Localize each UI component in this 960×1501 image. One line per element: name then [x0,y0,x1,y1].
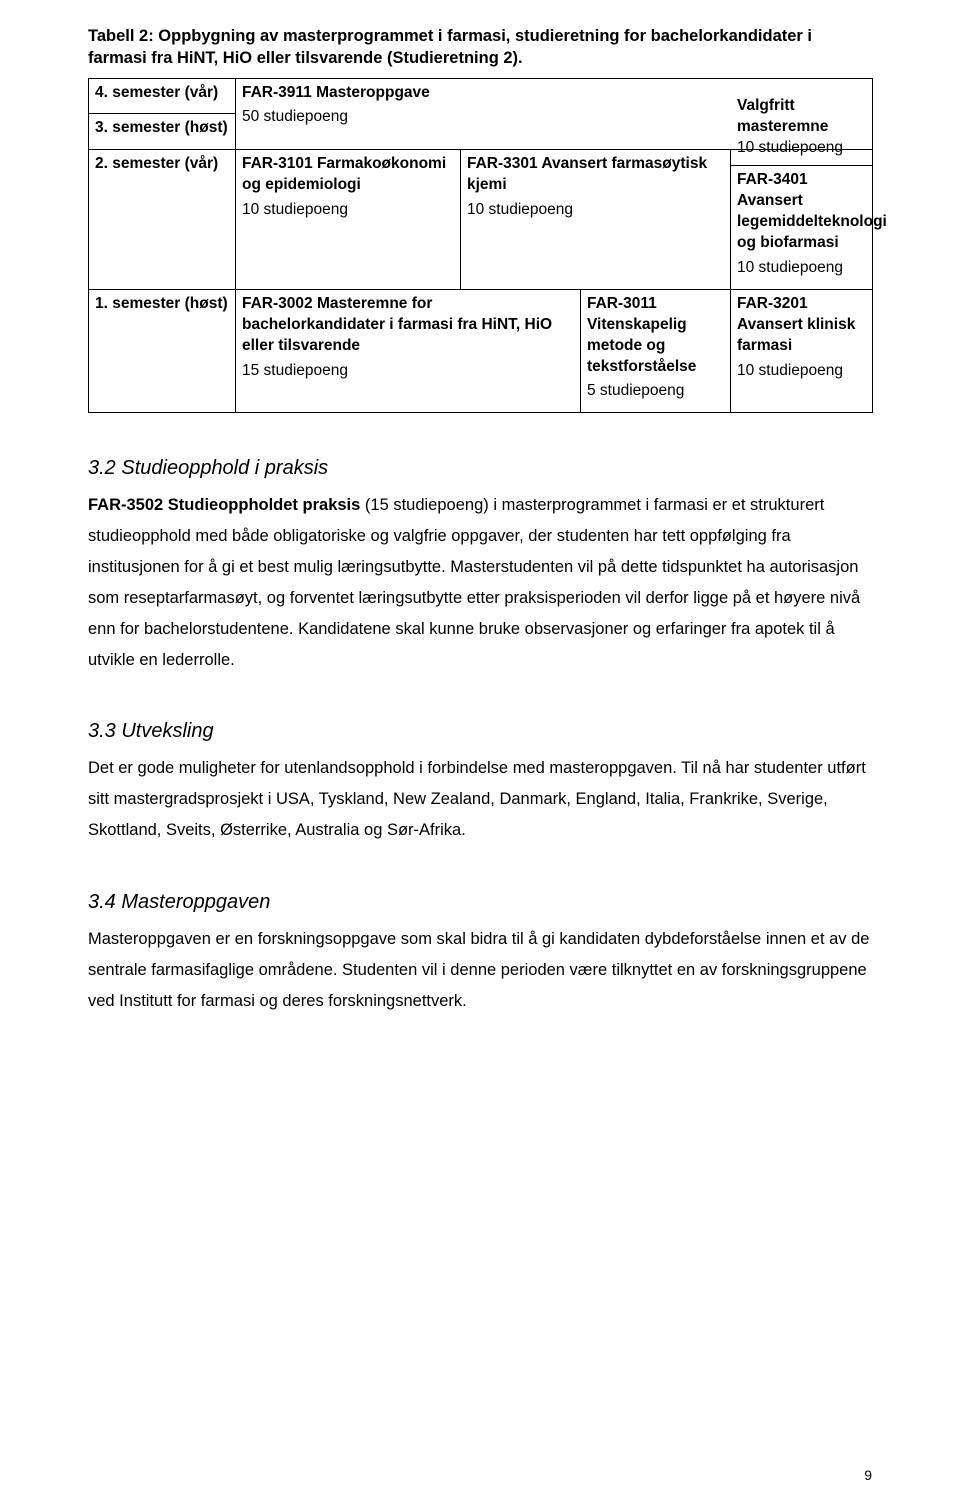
elective-credits: 10 studiepoeng [737,138,866,159]
heading-3-3: 3.3 Utveksling [88,720,872,743]
paragraph-3-3: Det er gode muligheter for utenlandsopph… [88,753,872,846]
course-credits: 10 studiepoeng [737,361,866,382]
table-row: 2. semester (vår) FAR-3101 Farmakoøkonom… [89,150,873,289]
sem-elective-col: Valgfritt masteremne 10 studiepoeng FAR-… [731,150,873,289]
course-title: FAR-3201 Avansert klinisk farmasi [737,294,866,357]
sem1-label: 1. semester (høst) [89,289,236,413]
course-credits: 5 studiepoeng [587,381,724,402]
course-title: FAR-3002 Masteremne for bachelorkandidat… [242,294,574,357]
course-credits: 10 studiepoeng [242,200,454,221]
heading-3-4: 3.4 Masteroppgaven [88,891,872,914]
page: Tabell 2: Oppbygning av masterprogrammet… [0,0,960,1501]
course-title: FAR-3401 Avansert legemiddelteknologi og… [737,170,866,254]
sem2-course2: FAR-3301 Avansert farmasøytisk kjemi 10 … [461,150,731,289]
sem1-course1: FAR-3002 Masteremne for bachelorkandidat… [236,289,581,413]
page-number: 9 [864,1467,872,1483]
course-title: FAR-3101 Farmakoøkonomi og epidemiologi [242,154,454,196]
sem2-course1: FAR-3101 Farmakoøkonomi og epidemiologi … [236,150,461,289]
label-text: 4. semester (vår) [95,84,218,101]
sem2-label: 2. semester (vår) [89,150,236,289]
program-table: 4. semester (vår) FAR-3911 Masteroppgave… [88,78,873,414]
sem4-label: 4. semester (vår) [89,78,236,114]
course-title: FAR-3011 Vitenskapelig metode og tekstfo… [587,294,724,378]
paragraph-3-2: FAR-3502 Studieoppholdet praksis (15 stu… [88,490,872,676]
table-caption: Tabell 2: Oppbygning av masterprogrammet… [88,25,872,70]
paragraph-3-4: Masteroppgaven er en forskningsoppgave s… [88,924,872,1017]
label-text: 2. semester (vår) [95,155,218,172]
course-title: FAR-3301 Avansert farmasøytisk kjemi [467,154,724,196]
table-row: 1. semester (høst) FAR-3002 Masteremne f… [89,289,873,413]
lead-bold: FAR-3502 Studieoppholdet praksis [88,496,360,514]
sem3-label: 3. semester (høst) [89,114,236,150]
lead-rest: (15 studiepoeng) i masterprogrammet i fa… [88,496,860,669]
heading-3-2: 3.2 Studieopphold i praksis [88,457,872,480]
course-credits: 10 studiepoeng [467,200,724,221]
course-credits: 15 studiepoeng [242,361,574,382]
label-text: 1. semester (høst) [95,295,228,312]
course-credits: 10 studiepoeng [737,258,866,279]
sem1-course2: FAR-3011 Vitenskapelig metode og tekstfo… [581,289,731,413]
sem1-course3: FAR-3201 Avansert klinisk farmasi 10 stu… [731,289,873,413]
label-text: 3. semester (høst) [95,119,228,136]
elective-title: Valgfritt masteremne [737,96,866,138]
